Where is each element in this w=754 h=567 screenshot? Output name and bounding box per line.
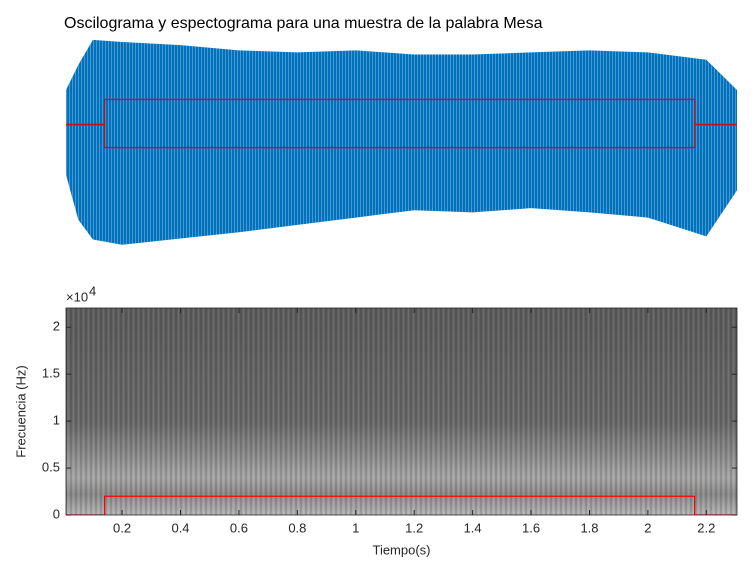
x-tick-label: 1.8 [580,520,598,535]
y-exponent: ×10 [66,289,88,304]
x-tick-label: 2.2 [697,520,715,535]
x-tick-label: 1.6 [522,520,540,535]
waveform-texture [66,40,737,245]
x-tick-label: 0.4 [171,520,189,535]
spectrogram: 0.2 0.4 0.6 0.8 1 1.2 1.4 1.6 1.8 2 2.2 0 0.5 1 1.5 2 ×1… [13,283,737,557]
y-axis-label: Frecuencia (Hz) [13,365,28,457]
figure: Oscilograma y espectograma para una mues… [0,0,754,567]
spectrogram-texture [66,308,737,515]
x-tick-label: 1.4 [464,520,482,535]
y-exponent-power: 4 [89,283,96,298]
x-tick-label: 1 [352,520,359,535]
y-tick-label: 1.5 [42,366,60,381]
y-tick-label: 1 [53,413,60,428]
y-tick-label: 2 [53,319,60,334]
x-tick-label: 0.2 [113,520,131,535]
x-axis-label: Tiempo(s) [372,542,430,557]
oscillogram [66,40,737,245]
x-tick-label: 2 [644,520,651,535]
x-tick-label: 0.8 [288,520,306,535]
y-tick-label: 0.5 [42,459,60,474]
y-tick-label: 0 [53,506,60,521]
x-tick-label: 0.6 [230,520,248,535]
chart-title: Oscilograma y espectograma para una mues… [64,15,543,32]
x-tick-label: 1.2 [405,520,423,535]
